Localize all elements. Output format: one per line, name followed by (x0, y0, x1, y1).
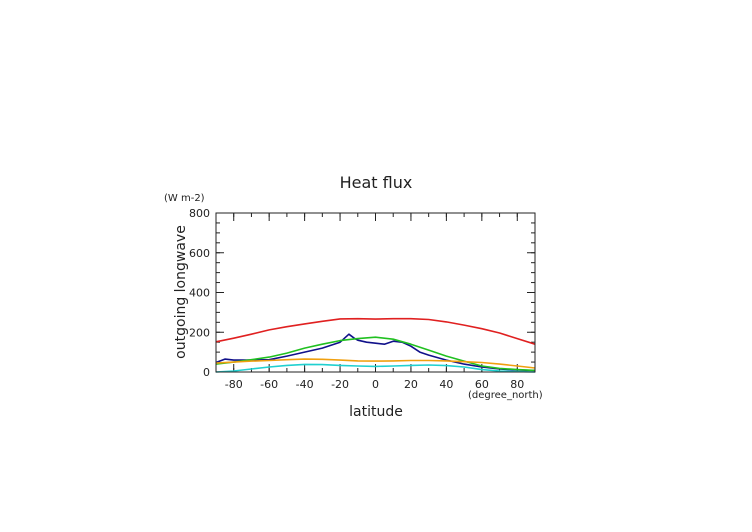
y-tick-label: 800 (189, 207, 210, 220)
y-tick-label: 600 (189, 247, 210, 260)
series-line-2 (215, 333, 536, 372)
series-line-1 (215, 317, 536, 345)
y-tick-label: 0 (203, 366, 210, 379)
plot-frame (215, 212, 536, 373)
x-tick-label: -20 (331, 378, 349, 391)
series-line-5 (215, 363, 536, 373)
y-tick-label: 200 (189, 326, 210, 339)
series-line-4 (215, 358, 536, 369)
x-tick-label: 80 (510, 378, 524, 391)
x-tick-label: -80 (225, 378, 243, 391)
x-tick-label: -40 (296, 378, 314, 391)
x-axis-label: latitude (349, 404, 403, 420)
y-tick-label: 400 (189, 287, 210, 300)
y-axis-label: outgoing longwave (173, 225, 189, 359)
axis-ticks (215, 212, 536, 373)
x-tick-label: 0 (372, 378, 379, 391)
x-tick-label: 60 (475, 378, 489, 391)
series-group (215, 317, 536, 373)
chart-title: Heat flux (340, 173, 413, 192)
y-axis-units: (W m-2) (164, 193, 205, 204)
x-tick-label: 40 (439, 378, 453, 391)
x-tick-label: -60 (260, 378, 278, 391)
x-axis-units: (degree_north) (468, 390, 543, 401)
series-line-3 (215, 336, 536, 372)
x-tick-label: 20 (404, 378, 418, 391)
